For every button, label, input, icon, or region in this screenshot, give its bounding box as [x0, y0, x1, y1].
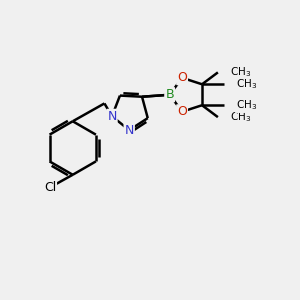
- Text: N: N: [124, 124, 134, 137]
- Text: O: O: [177, 105, 187, 118]
- Text: O: O: [177, 71, 187, 84]
- Text: N: N: [107, 110, 117, 123]
- Text: Cl: Cl: [44, 181, 56, 194]
- Text: B: B: [166, 88, 174, 101]
- Text: CH$_3$: CH$_3$: [230, 65, 251, 79]
- Text: B: B: [166, 88, 174, 101]
- Text: CH$_3$: CH$_3$: [236, 98, 257, 112]
- Text: CH$_3$: CH$_3$: [236, 77, 257, 91]
- Text: CH$_3$: CH$_3$: [230, 110, 251, 124]
